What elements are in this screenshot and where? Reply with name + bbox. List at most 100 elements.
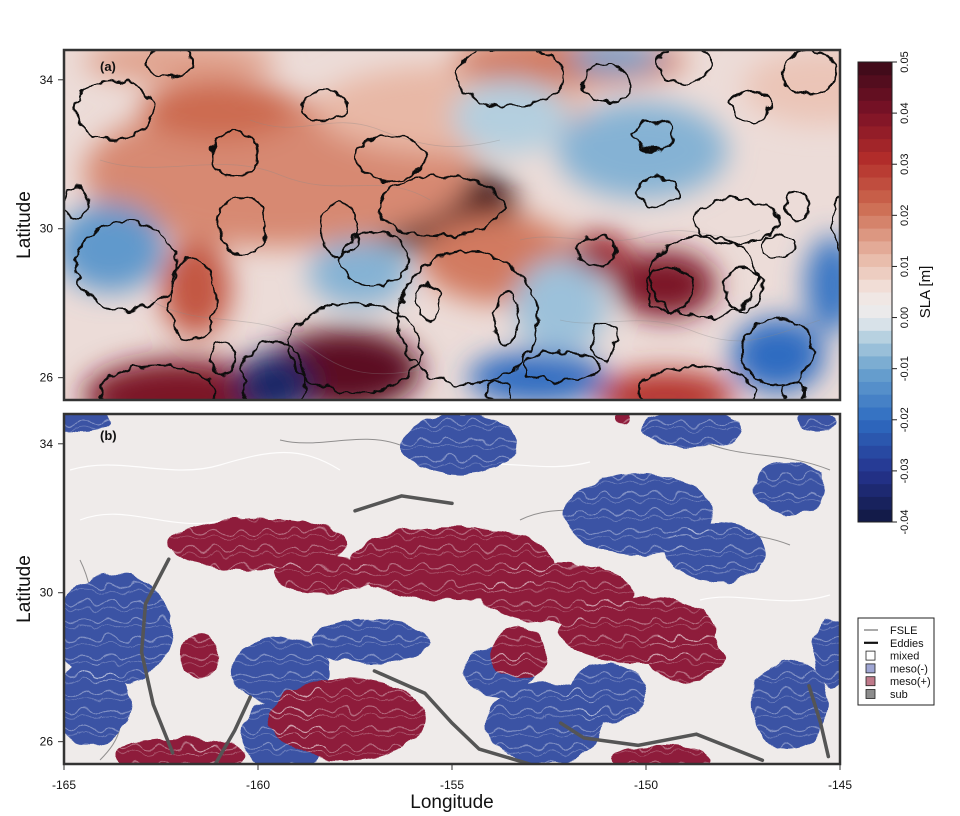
sla-blob [308,239,410,307]
eddy-contour [575,235,616,267]
x-tick-label: -160 [246,778,270,792]
colorbar-tick-label: 0.00 [899,307,911,328]
colorbar-tick-label: -0.02 [899,407,911,432]
colorbar-band [858,100,892,114]
colorbar-band [858,432,892,446]
eddy-contour [64,186,89,219]
colorbar-ticks: -0.04 -0.03 -0.02 -0.01 0.00 0.01 0.02 0.03 0.04… [892,51,911,535]
eddy-contour [520,350,601,383]
sla-field [64,50,840,400]
eddy-contour [377,175,504,238]
sla-blob [614,251,716,319]
colorbar-band [858,394,892,408]
colorbar-tick-label: -0.03 [899,458,911,483]
sla-blob [805,236,840,333]
sla-blob [514,258,608,356]
colorbar-band [858,304,892,319]
x-tick-label: -155 [440,778,464,792]
region-texture [646,629,724,683]
sub-mesoscale-filaments [139,494,831,764]
region-texture [401,414,518,474]
region-texture [490,626,546,679]
colorbar-band [858,164,892,178]
legend-label: mixed [890,651,919,663]
colorbar-band [858,355,892,370]
panel-b: (b) 26 30 34 -165 -160 -155 -150 -145 Latitude… [14,412,852,813]
eddy-contour [637,175,679,208]
colorbar-band [858,292,892,306]
colorbar-band [858,266,892,280]
panel-a-y-ticks: 26 30 34 [40,73,64,385]
panel-b-label: (b) [100,428,117,443]
region-texture [180,633,220,679]
eddy-contour [780,380,807,400]
colorbar-band [858,125,892,140]
panel-b-y-ticks: 26 30 34 [40,437,64,749]
sla-blob [556,102,728,199]
y-tick-label: 34 [40,73,54,87]
colorbar-frame [857,61,893,523]
eddy-contour [354,134,426,182]
sub-filament [139,557,175,755]
eddy-contour [485,380,512,400]
panel-a-y-axis-label: Latitude [14,191,35,259]
eddy-contour [218,194,267,256]
legend-swatch [865,689,876,699]
region-texture [64,414,111,433]
eddy-contour [416,283,442,323]
legend-label: sub [890,689,908,701]
colorbar-tick-label: -0.01 [899,356,911,381]
sla-blob [731,318,825,393]
colorbar-label: SLA [m] [917,266,934,319]
eddy-contour [144,50,194,78]
region-texture [812,618,840,686]
colorbar-band [858,483,892,497]
colorbar-tick-label: 0.02 [899,205,911,226]
colorbar-band [858,202,892,216]
panel-b-y-axis-label: Latitude [14,555,35,623]
y-tick-label: 26 [40,371,54,385]
eddy-contour [645,264,694,312]
colorbar-tick-label: 0.01 [899,256,911,277]
eddy-contour [167,257,217,342]
colorbar-band [858,74,892,89]
colorbar-band [858,151,892,165]
colorbar-tick-label: -0.04 [899,509,911,534]
eddy-contour [454,50,566,107]
colorbar-band [858,330,892,344]
eddy-contour [780,50,838,96]
eddy-contour [493,291,519,346]
sla-blob [83,50,278,84]
colorbar-band [858,62,892,76]
eddy-contour [590,320,616,361]
eddy-contour [210,130,260,178]
panel-a-frame [62,48,842,402]
sub-filament [558,721,765,763]
colorbar-band [858,458,892,472]
eddy-contour [396,250,539,387]
colorbar-band [858,177,892,191]
y-tick-label: 26 [40,735,54,749]
colorbar-band [858,228,892,242]
eddy-contour [761,235,795,260]
region-texture [273,555,375,593]
region-texture [312,618,429,664]
region-texture [665,521,767,582]
region-texture [614,414,631,426]
eddy-contour [582,63,632,104]
x-tick-label: -150 [634,778,658,792]
colorbar-band [858,368,892,382]
y-tick-label: 34 [40,437,54,451]
eddy-contour [656,50,713,85]
colorbar-band [858,279,892,293]
colorbar-band [858,189,892,204]
colorbar-band [858,87,892,101]
eddy-contour [74,78,155,141]
colorbar-band [858,113,892,127]
x-tick-label: -165 [52,778,76,792]
sla-blob [141,79,297,140]
sla-blob [161,239,231,337]
eddy-contour [730,89,772,122]
colorbar-band [858,240,892,255]
